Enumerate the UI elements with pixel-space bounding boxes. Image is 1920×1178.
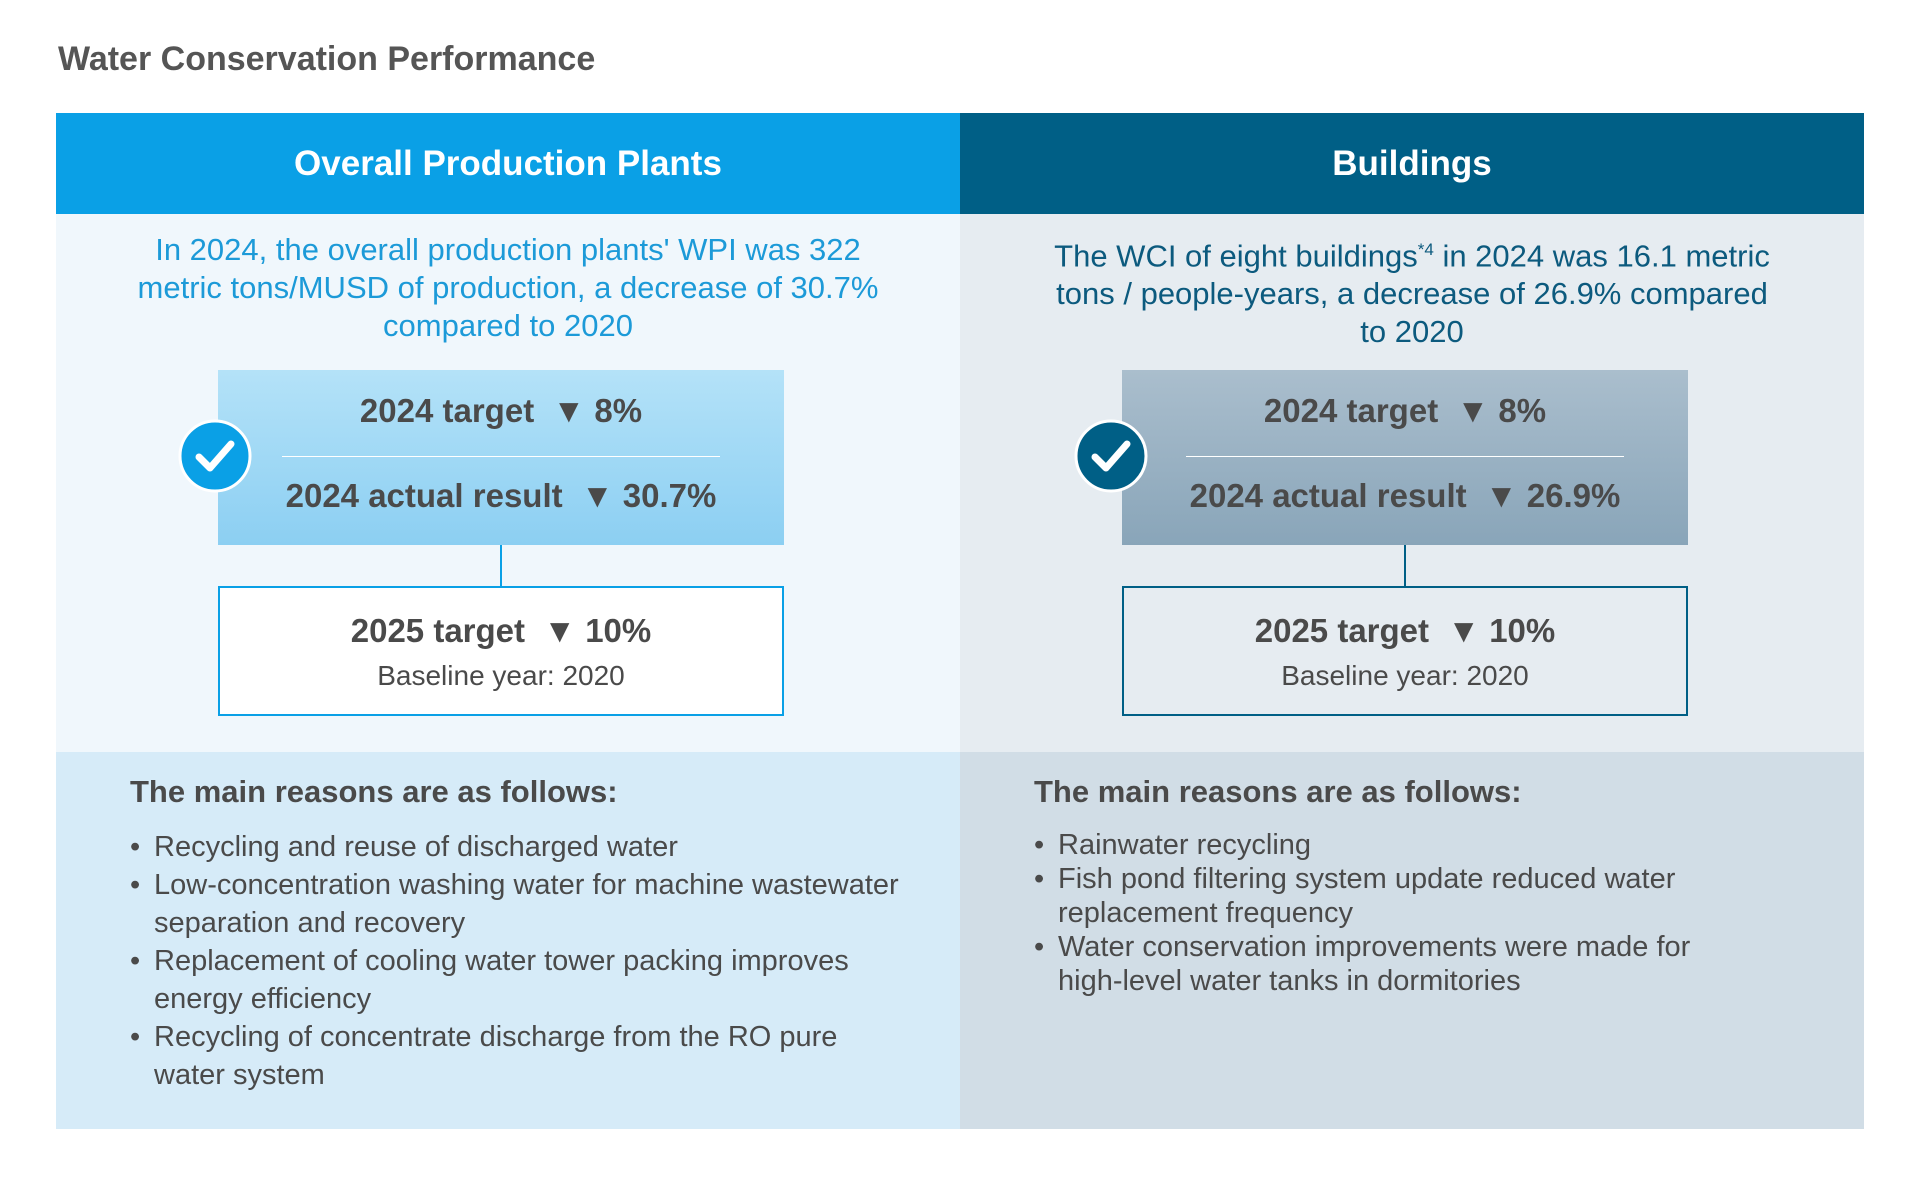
check-icon: [1074, 419, 1148, 493]
summary-panel: The WCI of eight buildings*4 in 2024 was…: [960, 214, 1864, 752]
value: ▼ 26.9%: [1484, 477, 1621, 514]
next-target-box: 2025 target ▼ 10% Baseline year: 2020: [1122, 586, 1688, 716]
next-target: 2025 target ▼ 10%: [220, 612, 782, 650]
connector: [500, 545, 502, 586]
reasons-list: Recycling and reuse of discharged waterL…: [130, 828, 900, 1094]
footnote: *4: [1417, 240, 1434, 259]
column: Overall Production Plants In 2024, the o…: [56, 113, 960, 1129]
summary: In 2024, the overall production plants' …: [137, 232, 879, 343]
reason: Replacement of cooling water tower packi…: [130, 942, 900, 1018]
check-icon: [178, 419, 252, 493]
reasons-panel: The main reasons are as follows: Rainwat…: [960, 752, 1864, 1129]
divider: [282, 456, 720, 457]
value: ▼ 30.7%: [580, 477, 717, 514]
reasons-list: Rainwater recyclingFish pond filtering s…: [1034, 828, 1754, 998]
label: 2025 target: [350, 612, 526, 649]
summary-lead: The WCI of eight buildings: [1054, 238, 1418, 274]
actual: 2024 actual result ▼ 30.7%: [218, 477, 784, 515]
label: 2024 actual result: [1189, 477, 1467, 514]
target: 2024 target ▼ 8%: [1122, 392, 1688, 430]
value: ▼ 8%: [552, 392, 643, 429]
next-target-box: 2025 target ▼ 10% Baseline year: 2020: [218, 586, 784, 716]
label: 2024 target: [359, 392, 535, 429]
target-box: 2024 target ▼ 8% 2024 actual result ▼ 30…: [218, 370, 784, 545]
summary: The WCI of eight buildings*4 in 2024 was…: [1047, 231, 1777, 351]
page-title: Water Conservation Performance: [58, 40, 596, 78]
reason: Fish pond filtering system update reduce…: [1034, 862, 1754, 930]
column-header: Overall Production Plants: [56, 113, 960, 214]
reason: Water conservation improvements were mad…: [1034, 930, 1754, 998]
baseline: Baseline year: 2020: [1281, 660, 1529, 691]
summary-tail: in 2024 was 16.1 metric tons / people-ye…: [1056, 238, 1770, 350]
label: 2024 actual result: [285, 477, 563, 514]
reason: Recycling of concentrate discharge from …: [130, 1018, 900, 1094]
value: ▼ 8%: [1456, 392, 1547, 429]
label: 2024 target: [1263, 392, 1439, 429]
target-box: 2024 target ▼ 8% 2024 actual result ▼ 26…: [1122, 370, 1688, 545]
target: 2024 target ▼ 8%: [218, 392, 784, 430]
column-header: Buildings: [960, 113, 1864, 214]
summary-panel: In 2024, the overall production plants' …: [56, 214, 960, 752]
column: Buildings The WCI of eight buildings*4 i…: [960, 113, 1864, 1129]
next-target: 2025 target ▼ 10%: [1124, 612, 1686, 650]
reason: Rainwater recycling: [1034, 828, 1754, 862]
divider: [1186, 456, 1624, 457]
reasons-title: The main reasons are as follows:: [130, 774, 618, 809]
baseline: Baseline year: 2020: [377, 660, 625, 691]
reason: Low-concentration washing water for mach…: [130, 866, 900, 942]
label: 2025 target: [1254, 612, 1430, 649]
actual: 2024 actual result ▼ 26.9%: [1122, 477, 1688, 515]
reasons-title: The main reasons are as follows:: [1034, 774, 1522, 809]
reason: Recycling and reuse of discharged water: [130, 828, 900, 866]
value: ▼ 10%: [1447, 612, 1556, 649]
value: ▼ 10%: [543, 612, 652, 649]
reasons-panel: The main reasons are as follows: Recycli…: [56, 752, 960, 1129]
connector: [1404, 545, 1406, 586]
